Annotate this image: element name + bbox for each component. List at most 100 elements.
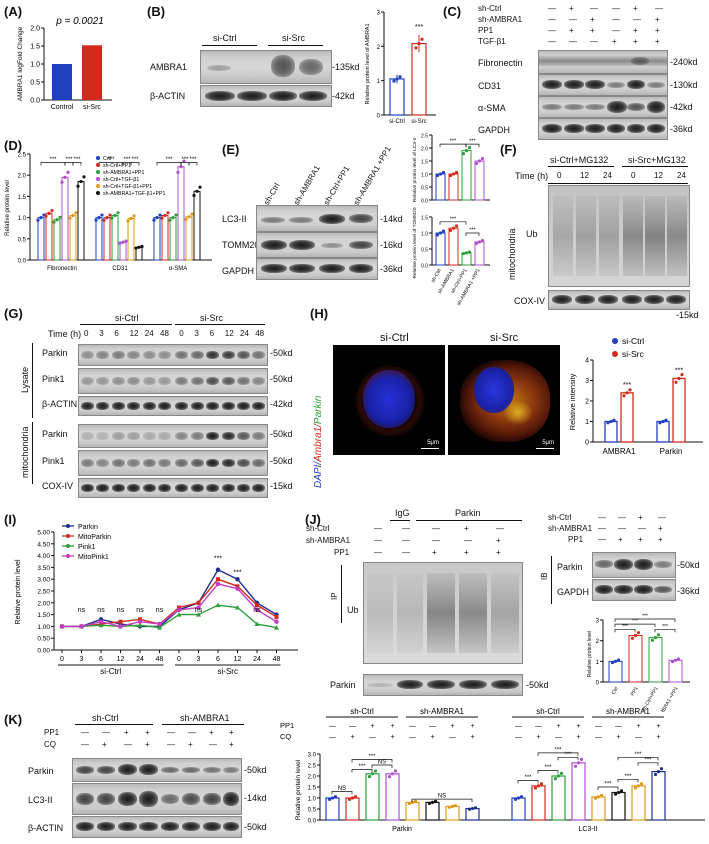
k-sign: — <box>102 728 110 737</box>
j-sign: — <box>374 524 382 533</box>
e-bot-ytick-label: 1.0 <box>421 232 428 238</box>
k-bar <box>631 785 646 821</box>
d-legend-marker <box>96 163 100 167</box>
k-bar <box>385 773 400 821</box>
d-bar <box>37 217 45 261</box>
d-sig-c-line <box>188 162 198 166</box>
h-legend-label: si-Ctrl <box>622 336 644 346</box>
panel-label-k: (K) <box>4 712 23 727</box>
k-ytick-label: 3.0 <box>308 753 317 759</box>
k-sign: — <box>167 740 175 749</box>
j-sig-3-line <box>654 628 676 633</box>
k-dot <box>450 804 455 808</box>
j-dot <box>653 635 658 640</box>
h-bar <box>656 420 670 443</box>
b-bar-si-Ctrl <box>389 78 405 116</box>
c-sign: — <box>612 4 620 13</box>
k-chart-sign: + <box>616 734 620 741</box>
k-sig-7-text: *** <box>604 782 612 788</box>
e-top-ytick-label: 0.0 <box>421 199 428 205</box>
e-bot-dot <box>467 250 472 254</box>
b-group-1: si-Ctrl <box>213 33 237 43</box>
k-chart-sign: + <box>576 734 580 741</box>
g-band <box>175 484 189 492</box>
h-dot <box>658 421 662 425</box>
k-dot <box>473 806 478 810</box>
g-band <box>81 377 94 385</box>
h-stain-label: DAPI/Ambra1/Parkin <box>313 396 324 488</box>
g-band <box>96 377 110 385</box>
d-dot <box>97 216 101 220</box>
i-line-MitoParkin <box>62 578 277 628</box>
g-band <box>221 484 235 492</box>
e-bot-sig-1-line <box>439 221 467 225</box>
g-band <box>175 377 189 385</box>
k-blot-lc3 <box>72 783 242 815</box>
b-ytick-label: 1 <box>377 79 381 85</box>
i-legend-marker <box>66 524 70 528</box>
k-cond-1: CQ <box>44 740 56 749</box>
i-point <box>274 619 279 624</box>
j-blot-parkin <box>363 674 523 696</box>
a-ytick-label: 2.0 <box>30 26 40 33</box>
i-point <box>176 607 182 613</box>
g-band <box>158 459 171 467</box>
panel-label-c: (C) <box>443 4 462 19</box>
i-legend-marker <box>66 544 70 548</box>
g-section-lysate: Lysate <box>20 366 30 393</box>
d-dot <box>110 216 114 220</box>
h-xtick-label: AMBRA1 <box>603 447 636 456</box>
g-mw: -50kd <box>270 374 293 384</box>
d-dot <box>140 244 144 249</box>
g-band <box>252 377 266 385</box>
k-chart-sign: — <box>515 723 522 730</box>
d-dot <box>171 216 175 220</box>
i-point <box>137 619 143 624</box>
k-sig-4-line <box>537 770 559 774</box>
k-bar <box>511 797 526 821</box>
e-blot-2 <box>256 232 378 258</box>
e-top-dot <box>435 173 440 178</box>
h-dot <box>609 419 613 424</box>
k-sign: + <box>229 740 234 749</box>
h-bar <box>620 392 634 443</box>
e-ylabel-bottom: Relative protein level of TOMM20 <box>412 207 418 278</box>
k-bar <box>551 775 566 821</box>
g-band <box>206 484 220 492</box>
j-sign: — <box>374 536 382 545</box>
k-sig-3-line <box>517 780 539 784</box>
d-xtick-label: CD31 <box>112 266 128 272</box>
g-band <box>206 432 220 440</box>
d-dot <box>100 213 104 217</box>
i-point <box>216 577 220 582</box>
i-ytick-label: 2.50 <box>37 589 50 596</box>
d-ytick-label: 0.5 <box>18 237 27 243</box>
f-row-cox: COX-IV <box>514 296 546 306</box>
h-image-si-ctrl: 5μm <box>333 345 445 455</box>
d-dot <box>76 184 80 188</box>
h-ytick-label: 0 <box>585 440 589 447</box>
e-row-lc3: LC3-II <box>222 214 247 224</box>
j-sign: + <box>464 524 469 533</box>
i-xtick-label: 12 <box>117 656 125 663</box>
k-dot <box>350 796 355 800</box>
h-ytick-label: 4 <box>585 358 589 365</box>
k-dot <box>593 796 598 800</box>
i-xtick-label: 24 <box>136 656 144 663</box>
c-sign: + <box>655 15 660 24</box>
d-sig-a-text: *** <box>49 157 57 163</box>
k-sig-ns2-text: NS <box>378 760 386 766</box>
k-dot <box>599 793 604 798</box>
j-xtick-label: PP1 <box>630 686 640 697</box>
b-blot-actin <box>200 85 332 107</box>
e-mw-3: -36kd <box>380 264 403 274</box>
k-sig-ns3-text: NS <box>438 794 446 800</box>
k-dot <box>653 772 658 777</box>
e-top-ytick-label: 1.5 <box>421 160 428 166</box>
chart-a: 0.0 0.5 1.0 1.5 2.0 Control si-Src p = 0.0021 AM… <box>17 16 112 111</box>
j-ib-sign: — <box>638 524 646 533</box>
j-dot <box>616 658 621 662</box>
i-point <box>274 625 279 630</box>
k-chart-sign: + <box>350 734 354 741</box>
h-ylabel: Relative intensity <box>568 373 577 430</box>
